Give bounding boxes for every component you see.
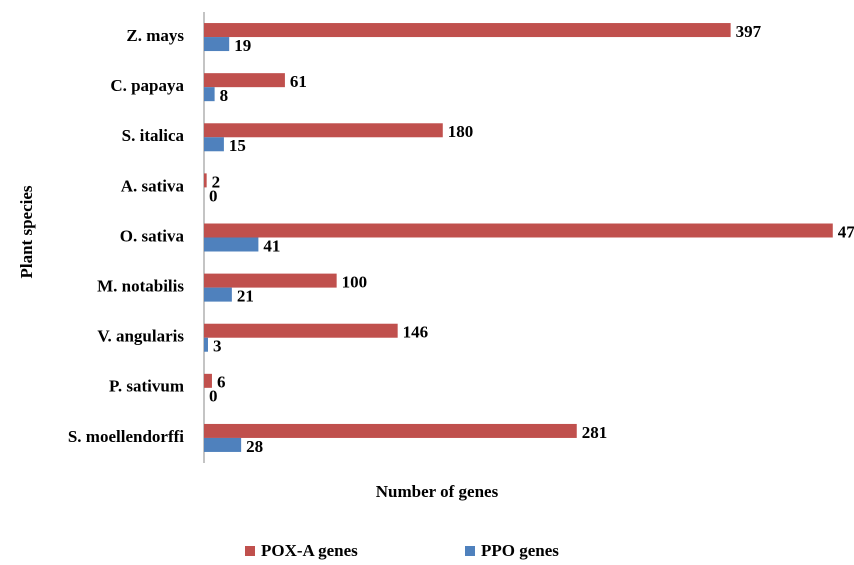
bar xyxy=(204,287,232,302)
data-label: 3 xyxy=(213,337,222,356)
bar xyxy=(204,237,259,252)
y-axis-title: Plant species xyxy=(17,185,36,278)
data-label: 474 xyxy=(838,222,854,241)
bar xyxy=(204,337,208,352)
bar xyxy=(204,273,337,288)
bar xyxy=(204,73,285,88)
bar xyxy=(204,37,230,52)
y-tick-label: M. notabilis xyxy=(97,277,184,296)
x-axis-title: Number of genes xyxy=(376,482,499,501)
data-label: 397 xyxy=(736,22,762,41)
bar xyxy=(204,23,731,38)
data-label: 281 xyxy=(582,423,608,442)
legend-label: PPO genes xyxy=(481,541,559,560)
bar xyxy=(204,137,224,152)
bar xyxy=(204,423,577,438)
bar xyxy=(204,437,242,452)
legend-swatch xyxy=(245,546,255,556)
data-label: 41 xyxy=(263,236,280,255)
bar xyxy=(204,123,443,138)
y-tick-label: V. angularis xyxy=(97,327,184,346)
data-label: 100 xyxy=(342,273,368,292)
bar xyxy=(204,223,833,238)
legend-swatch xyxy=(465,546,475,556)
y-tick-label: C. papaya xyxy=(110,76,184,95)
data-label: 15 xyxy=(229,136,246,155)
y-tick-label: P. sativum xyxy=(109,377,184,396)
bar xyxy=(204,87,215,102)
bar xyxy=(204,173,207,188)
y-tick-label: S. italica xyxy=(122,126,185,145)
data-label: 0 xyxy=(209,186,218,205)
data-label: 6 xyxy=(217,373,226,392)
bar xyxy=(204,323,398,338)
y-tick-label: S. moellendorffi xyxy=(68,427,184,446)
data-label: 61 xyxy=(290,72,307,91)
data-label: 21 xyxy=(237,287,254,306)
data-label: 180 xyxy=(448,122,474,141)
data-label: 8 xyxy=(220,86,229,105)
legend-label: POX-A genes xyxy=(261,541,358,560)
data-label: 146 xyxy=(403,323,429,342)
y-tick-label: A. sativa xyxy=(121,176,185,195)
data-label: 28 xyxy=(246,437,263,456)
data-label: 19 xyxy=(234,36,251,55)
bar xyxy=(204,373,212,388)
y-tick-label: O. sativa xyxy=(120,226,185,245)
data-label: 0 xyxy=(209,387,218,406)
y-tick-label: Z. mays xyxy=(126,26,184,45)
data-label: 2 xyxy=(212,172,221,191)
